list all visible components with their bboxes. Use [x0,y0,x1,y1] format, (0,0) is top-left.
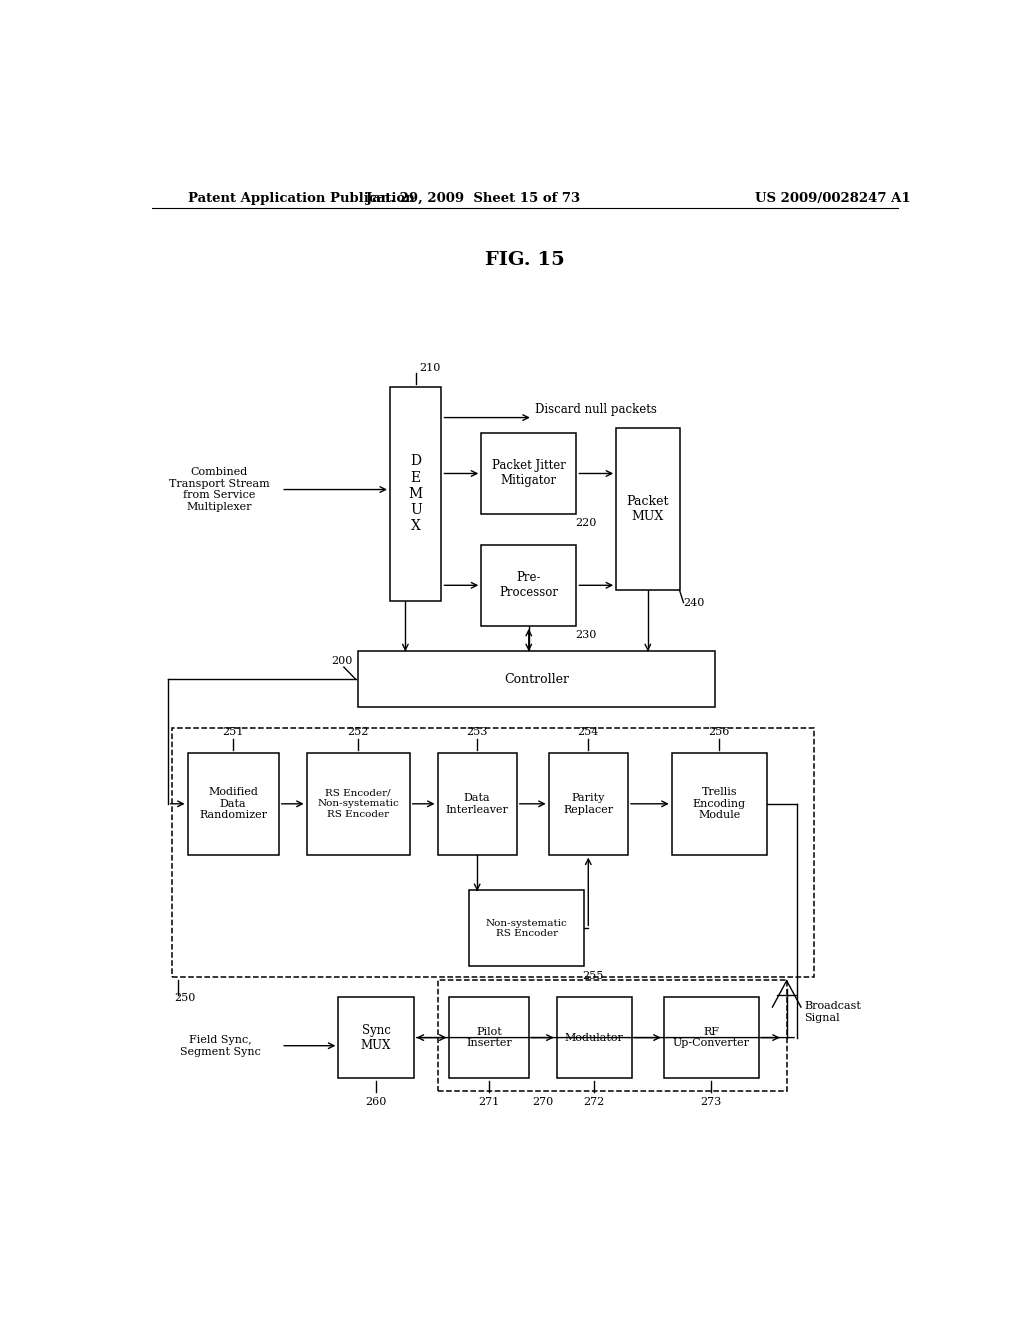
Text: Non-systematic
RS Encoder: Non-systematic RS Encoder [486,919,567,939]
Bar [481,433,577,515]
Text: 220: 220 [574,519,596,528]
Text: 270: 270 [532,1097,553,1106]
Text: 272: 272 [584,1097,605,1106]
Text: Sync
MUX: Sync MUX [360,1023,391,1052]
Text: Pilot
Inserter: Pilot Inserter [466,1027,512,1048]
Text: 271: 271 [478,1097,500,1106]
Text: Discard null packets: Discard null packets [536,403,657,416]
Bar [306,752,410,854]
Text: US 2009/0028247 A1: US 2009/0028247 A1 [755,191,910,205]
Bar [664,997,759,1078]
Bar [557,997,632,1078]
Text: 240: 240 [684,598,705,607]
Text: 230: 230 [574,630,596,640]
Text: Broadcast
Signal: Broadcast Signal [804,1002,861,1023]
Bar [672,752,767,854]
Bar [616,428,680,590]
Text: Modified
Data
Randomizer: Modified Data Randomizer [199,787,267,821]
Bar [481,545,577,626]
Bar [437,752,517,854]
Text: D
E
M
U
X: D E M U X [409,454,423,533]
Text: Packet
MUX: Packet MUX [627,495,669,523]
Text: 210: 210 [420,363,441,372]
Text: Pre-
Processor: Pre- Processor [500,572,558,599]
Bar [358,651,715,708]
Text: Modulator: Modulator [565,1032,624,1043]
Text: Combined
Transport Stream
from Service
Multiplexer: Combined Transport Stream from Service M… [169,467,269,512]
Bar [450,997,528,1078]
Bar [469,890,585,966]
Text: 250: 250 [174,993,196,1003]
Text: Field Sync,
Segment Sync: Field Sync, Segment Sync [180,1035,261,1056]
Text: Data
Interleaver: Data Interleaver [445,793,509,814]
Text: 273: 273 [700,1097,722,1106]
Text: 260: 260 [366,1097,387,1106]
Text: Trellis
Encoding
Module: Trellis Encoding Module [692,787,745,821]
Text: FIG. 15: FIG. 15 [485,251,564,269]
Bar [187,752,279,854]
Text: Controller: Controller [504,673,569,686]
Text: Jan. 29, 2009  Sheet 15 of 73: Jan. 29, 2009 Sheet 15 of 73 [367,191,581,205]
Text: 253: 253 [467,727,487,737]
Text: Patent Application Publication: Patent Application Publication [187,191,415,205]
Bar [172,727,814,977]
Text: 254: 254 [578,727,599,737]
Bar [390,387,441,601]
Bar [338,997,414,1078]
Text: 200: 200 [332,656,353,667]
Text: RF
Up-Converter: RF Up-Converter [673,1027,750,1048]
Text: 256: 256 [709,727,730,737]
Text: 251: 251 [222,727,244,737]
Bar [437,979,786,1092]
Text: 255: 255 [583,970,604,981]
Text: Parity
Replacer: Parity Replacer [563,793,613,814]
Text: 252: 252 [347,727,369,737]
Text: RS Encoder/
Non-systematic
RS Encoder: RS Encoder/ Non-systematic RS Encoder [317,789,399,818]
Bar [549,752,628,854]
Text: Packet Jitter
Mitigator: Packet Jitter Mitigator [492,459,565,487]
